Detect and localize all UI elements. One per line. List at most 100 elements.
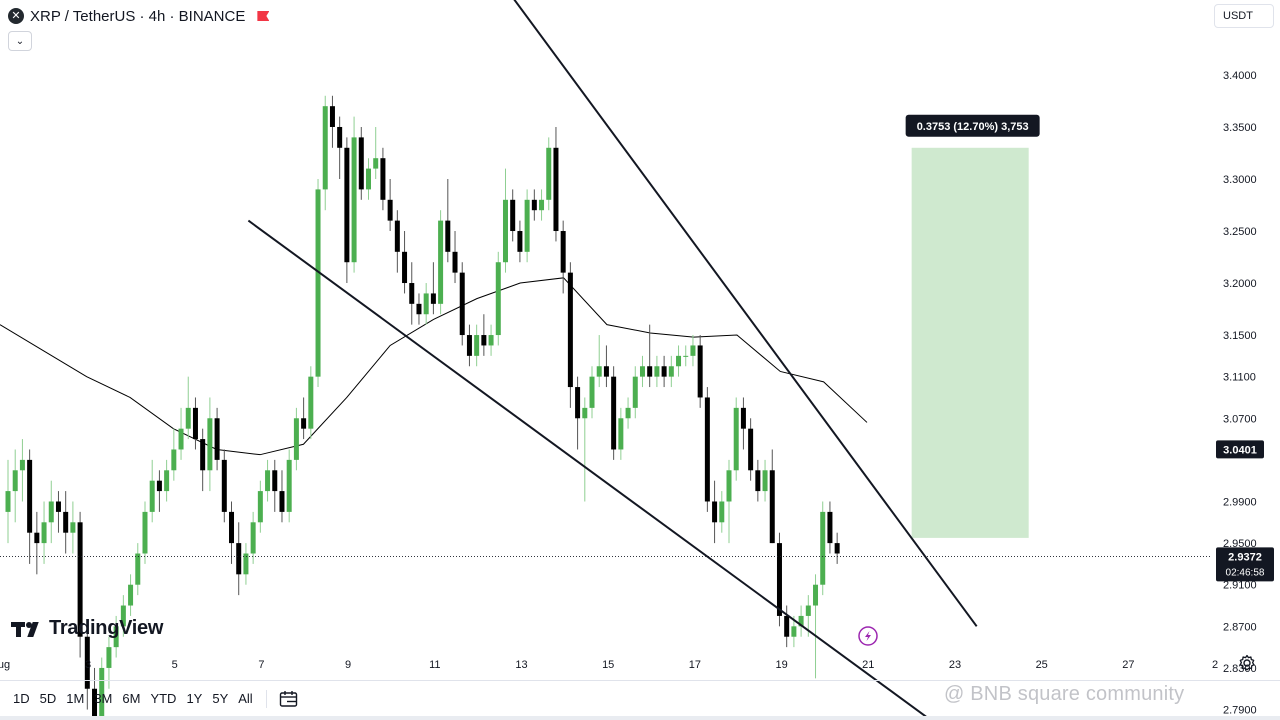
flash-icon[interactable] bbox=[858, 626, 878, 646]
candle bbox=[12, 449, 18, 523]
candle-body bbox=[373, 158, 379, 169]
candle-body bbox=[34, 532, 40, 544]
range-1y-button[interactable]: 1Y bbox=[186, 691, 203, 706]
candle-body bbox=[805, 605, 811, 616]
candle-body bbox=[834, 543, 840, 554]
candle bbox=[776, 532, 782, 627]
x-tick-label: 13 bbox=[515, 659, 527, 671]
candle-body bbox=[603, 366, 609, 377]
candle bbox=[113, 615, 119, 658]
candle-body bbox=[539, 199, 545, 211]
candle bbox=[286, 449, 292, 523]
candle-body bbox=[48, 501, 54, 523]
candle-body bbox=[156, 480, 162, 492]
candle-body bbox=[423, 293, 429, 315]
measure-label: 0.3753 (12.70%) 3,753 bbox=[905, 114, 1040, 137]
candle bbox=[308, 366, 314, 440]
x-tick-label: 11 bbox=[429, 659, 440, 671]
range-5y-button[interactable]: 5Y bbox=[212, 691, 229, 706]
candle bbox=[654, 355, 660, 388]
candle bbox=[668, 355, 674, 388]
candle bbox=[740, 397, 746, 450]
ma-price-label-text: 3.0401 bbox=[1223, 444, 1257, 456]
range-3m-button[interactable]: 3M bbox=[94, 691, 113, 706]
candle-body bbox=[12, 470, 18, 492]
candle bbox=[495, 251, 501, 346]
last-price-label: 2.9372 02:46:58 bbox=[1216, 547, 1274, 582]
candle-body bbox=[366, 168, 371, 190]
candle bbox=[611, 366, 617, 460]
x-tick-label: 15 bbox=[602, 659, 614, 671]
range-5d-button[interactable]: 5D bbox=[39, 691, 57, 706]
upper-trendline[interactable] bbox=[508, 0, 978, 627]
gear-icon[interactable] bbox=[1238, 654, 1256, 672]
candle bbox=[214, 407, 220, 471]
range-6m-button[interactable]: 6M bbox=[122, 691, 141, 706]
candle-body bbox=[92, 688, 98, 720]
candle bbox=[748, 418, 754, 481]
y-tick-label: 2.7900 bbox=[1223, 705, 1257, 717]
candle bbox=[171, 428, 177, 481]
range-1d-button[interactable]: 1D bbox=[13, 691, 30, 706]
candle bbox=[827, 501, 833, 554]
calendar-icon[interactable] bbox=[279, 690, 299, 708]
candle-body bbox=[611, 376, 617, 450]
candle-body bbox=[546, 147, 552, 200]
candle bbox=[539, 189, 545, 221]
candle bbox=[430, 262, 436, 315]
target-zone[interactable] bbox=[911, 147, 1029, 538]
collapse-legend-button[interactable]: ⌄ bbox=[8, 31, 32, 51]
trendlines-layer[interactable] bbox=[247, 0, 978, 720]
candle bbox=[553, 126, 559, 242]
candle-body bbox=[798, 615, 804, 627]
y-tick-label: 3.1500 bbox=[1223, 330, 1257, 342]
symbol-title[interactable]: XRP / TetherUS · 4h · BINANCE bbox=[30, 7, 246, 25]
candle-body bbox=[668, 366, 674, 377]
candle-body bbox=[315, 189, 321, 377]
candle bbox=[481, 314, 487, 356]
flag-icon[interactable] bbox=[257, 11, 270, 21]
candle bbox=[48, 480, 54, 544]
range-all-button[interactable]: All bbox=[238, 691, 253, 706]
candle bbox=[27, 449, 33, 564]
range-1m-button[interactable]: 1M bbox=[66, 691, 85, 706]
candle bbox=[120, 595, 126, 637]
candle-body bbox=[84, 636, 90, 689]
candle-body bbox=[690, 345, 696, 356]
y-tick-label: 2.9100 bbox=[1223, 580, 1257, 592]
candle-body bbox=[459, 272, 465, 336]
candle-body bbox=[474, 335, 480, 356]
candle bbox=[236, 522, 242, 596]
candle-body bbox=[719, 501, 725, 523]
candle bbox=[221, 449, 227, 523]
last-price-value: 2.9372 bbox=[1228, 551, 1262, 563]
range-ytd-button[interactable]: YTD bbox=[150, 691, 177, 706]
candle-body bbox=[409, 283, 415, 304]
candle-body bbox=[589, 376, 595, 408]
candle-body bbox=[192, 407, 198, 440]
lower-trendline[interactable] bbox=[247, 219, 937, 720]
y-tick-label: 3.2500 bbox=[1223, 226, 1257, 238]
bottom-strip bbox=[0, 716, 1280, 720]
candle bbox=[769, 449, 775, 544]
currency-selector[interactable]: USDT bbox=[1214, 4, 1274, 28]
x-axis[interactable]: ug 3 5 7 9 11 13 15 17 19 21 23 25 27 2 bbox=[0, 659, 1218, 671]
candle-body bbox=[171, 449, 177, 471]
candle-body bbox=[27, 459, 33, 533]
candle-body bbox=[639, 366, 645, 377]
candle bbox=[560, 220, 566, 294]
candle bbox=[99, 657, 105, 720]
candle bbox=[632, 366, 638, 419]
candle-body bbox=[358, 137, 364, 190]
candle-body bbox=[243, 553, 249, 575]
y-tick-label: 3.0700 bbox=[1223, 413, 1257, 425]
candle bbox=[257, 480, 263, 533]
y-axis[interactable]: 3.50003.45003.40003.35003.30003.25003.20… bbox=[1223, 0, 1257, 720]
candle-body bbox=[149, 480, 155, 512]
candle bbox=[322, 95, 328, 211]
candle bbox=[380, 147, 386, 211]
y-tick-label: 3.1100 bbox=[1223, 372, 1256, 384]
target-zone-layer: 0.3753 (12.70%) 3,753 bbox=[905, 114, 1040, 538]
tradingview-logo[interactable]: TradingView bbox=[11, 617, 163, 640]
